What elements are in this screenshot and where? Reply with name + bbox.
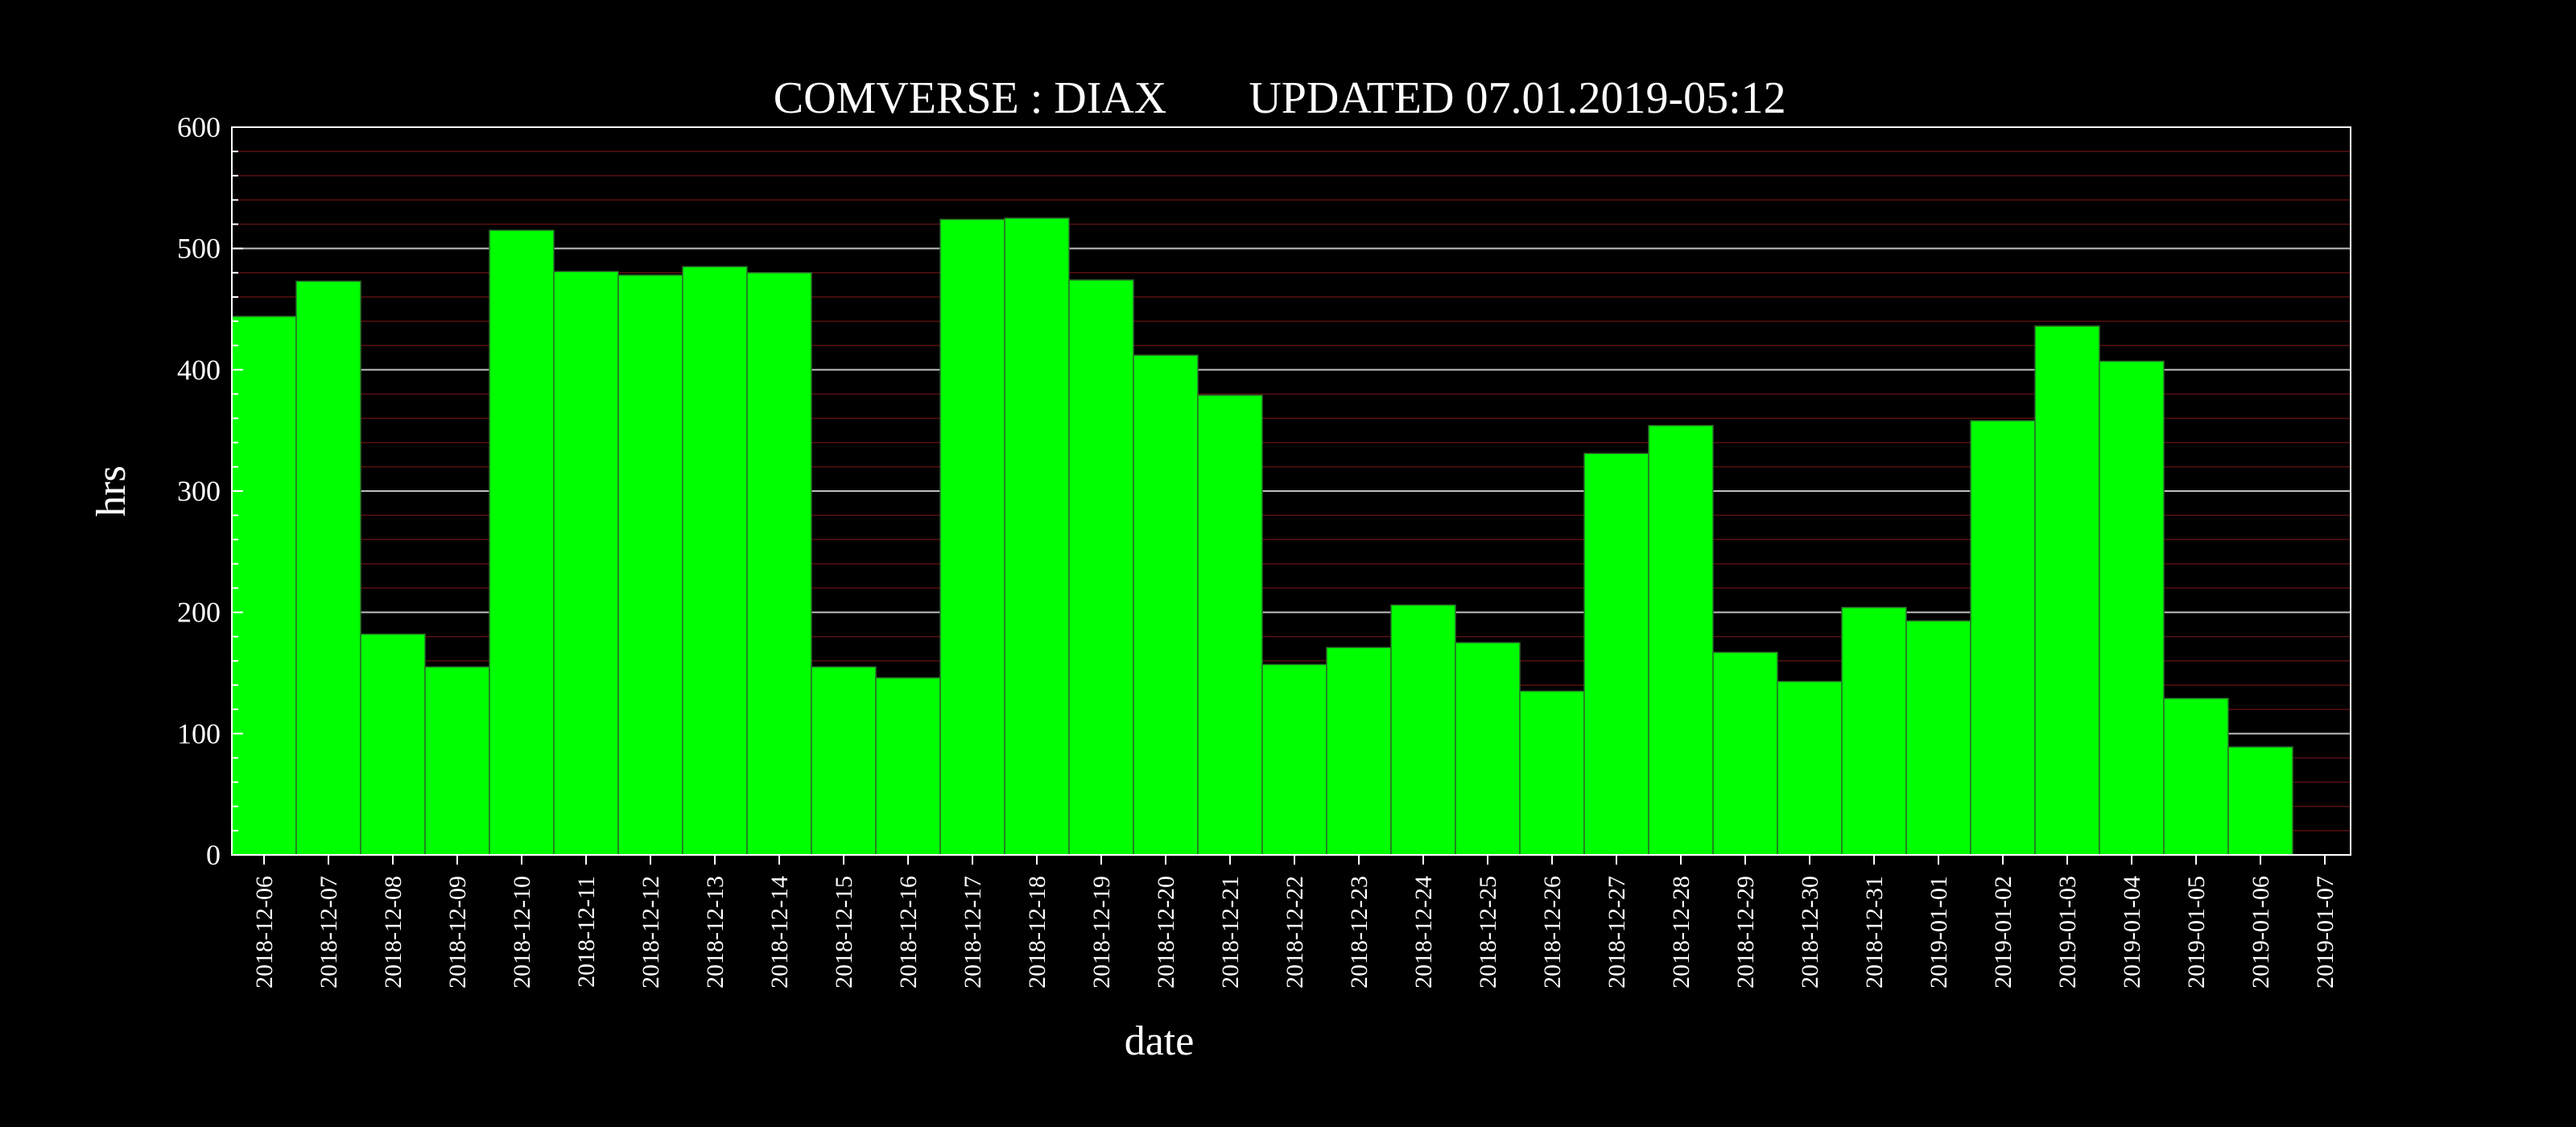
x-tick-label: 2018-12-06 xyxy=(251,876,278,989)
bar xyxy=(1841,606,1907,856)
x-tick-label: 2018-12-25 xyxy=(1475,876,1501,989)
bar xyxy=(489,229,555,856)
x-tick-label: 2018-12-28 xyxy=(1668,876,1695,989)
bar xyxy=(1777,680,1843,856)
bar xyxy=(295,280,361,856)
x-tick-label: 2018-12-10 xyxy=(509,876,535,989)
x-tick-label: 2018-12-09 xyxy=(444,876,471,989)
x-tick-label: 2018-12-22 xyxy=(1282,876,1308,989)
bar xyxy=(1970,419,2036,856)
chart-title: COMVERSE : DIAX xyxy=(774,73,1166,123)
bar xyxy=(2034,325,2100,856)
x-axis-label: date xyxy=(1125,1018,1195,1064)
y-tick-label: 300 xyxy=(177,475,221,507)
chart-subtitle: UPDATED 07.01.2019-05:12 xyxy=(1249,73,1785,123)
x-tick-label: 2018-12-23 xyxy=(1346,876,1373,989)
x-tick-label: 2018-12-27 xyxy=(1604,876,1630,989)
x-tick-label: 2018-12-18 xyxy=(1024,876,1051,989)
bar xyxy=(360,634,426,856)
y-tick-label: 100 xyxy=(177,717,221,749)
y-tick-label: 0 xyxy=(206,839,221,871)
x-tick-label: 2018-12-31 xyxy=(1861,876,1888,989)
x-tick-label: 2018-12-21 xyxy=(1217,876,1244,989)
x-tick-label: 2018-12-26 xyxy=(1539,876,1566,989)
x-tick-label: 2019-01-05 xyxy=(2183,876,2210,989)
bar xyxy=(1905,620,1971,856)
bar xyxy=(1648,424,1714,856)
y-tick-label: 400 xyxy=(177,353,221,386)
x-tick-label: 2018-12-08 xyxy=(380,876,407,989)
bar xyxy=(746,272,812,856)
bar xyxy=(424,666,490,856)
bar xyxy=(1326,646,1392,856)
x-tick-label: 2019-01-02 xyxy=(1990,876,2017,989)
y-tick-label: 200 xyxy=(177,597,221,629)
bar xyxy=(553,270,619,856)
bar xyxy=(682,266,748,856)
x-tick-label: 2018-12-07 xyxy=(316,876,342,989)
bar xyxy=(231,316,297,856)
bar xyxy=(1261,663,1327,856)
bar xyxy=(2099,361,2165,856)
bar xyxy=(875,677,941,856)
x-tick-label: 2019-01-04 xyxy=(2119,876,2145,989)
bar xyxy=(1583,452,1649,856)
bar xyxy=(2163,697,2229,856)
x-tick-label: 2018-12-24 xyxy=(1410,876,1437,989)
x-tick-label: 2019-01-06 xyxy=(2248,876,2274,989)
bar xyxy=(1133,354,1199,856)
x-tick-label: 2018-12-29 xyxy=(1732,876,1759,989)
x-tick-label: 2018-12-11 xyxy=(573,876,600,988)
bar xyxy=(811,666,877,856)
x-tick-label: 2019-01-07 xyxy=(2312,876,2339,989)
bar xyxy=(2227,746,2293,856)
x-tick-label: 2018-12-20 xyxy=(1153,876,1179,989)
bar xyxy=(1390,604,1456,856)
x-tick-label: 2018-12-17 xyxy=(960,876,986,989)
x-tick-labels: 2018-12-06 2018-12-07 2018-12-08 2018-12-09… xyxy=(251,876,2339,989)
x-tick-label: 2019-01-03 xyxy=(2054,876,2081,989)
x-tick-label: 2019-01-01 xyxy=(1926,876,1952,989)
bars xyxy=(231,217,2293,856)
bar xyxy=(1455,642,1521,856)
x-tick-label: 2018-12-15 xyxy=(831,876,857,989)
bar xyxy=(939,218,1005,856)
x-tick-label: 2018-12-13 xyxy=(702,876,729,989)
bar xyxy=(1712,651,1778,856)
x-tick-label: 2018-12-16 xyxy=(895,876,922,989)
y-tick-labels: 0 100 200 300 400 500 600 xyxy=(177,111,221,871)
bar xyxy=(1519,690,1585,856)
x-tick-label: 2018-12-14 xyxy=(766,876,793,989)
bar xyxy=(1197,394,1263,856)
y-tick-label: 500 xyxy=(177,233,221,265)
x-tick-label: 2018-12-30 xyxy=(1797,876,1823,989)
bar xyxy=(1068,279,1134,856)
bar xyxy=(617,275,683,856)
y-axis-label: hrs xyxy=(89,465,134,517)
x-tick-label: 2018-12-12 xyxy=(638,876,664,989)
y-tick-label: 600 xyxy=(177,111,221,143)
axes xyxy=(231,126,2351,865)
bar xyxy=(1004,217,1070,856)
x-tick-label: 2018-12-19 xyxy=(1088,876,1115,989)
